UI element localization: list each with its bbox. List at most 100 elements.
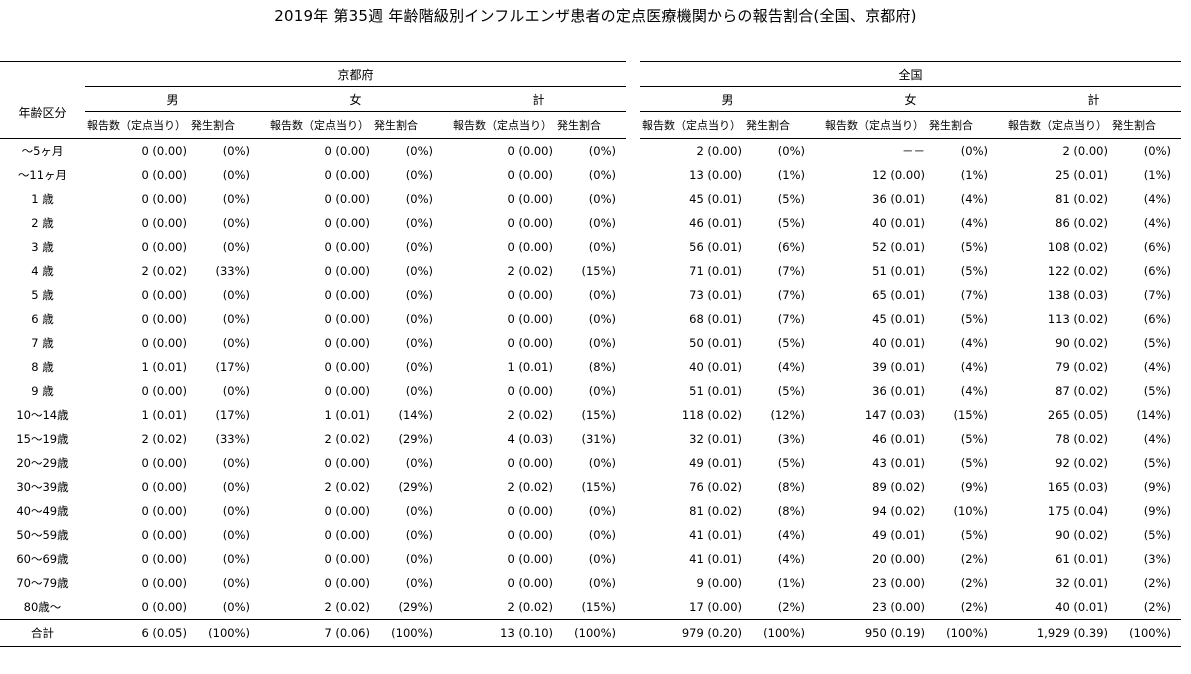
sex-header-national-female: 女: [823, 86, 998, 112]
report-count: 41 (0.01): [689, 552, 742, 566]
table-row: 60～69歳 0 (0.00) (0%) 0 (0.00) (0%) 0 (0.00) (0…: [0, 547, 1181, 571]
report-count-header: 報告数（定点当り）: [268, 111, 372, 139]
ratio: (100%): [555, 619, 626, 647]
ratio: (0%): [777, 144, 805, 158]
report-count: 0 (0.00): [507, 192, 553, 206]
report-count: 2 (0.02): [324, 432, 370, 446]
ratio: (0%): [222, 504, 250, 518]
ratio: (12%): [770, 408, 805, 422]
report-count: 2 (0.00): [1062, 144, 1108, 158]
ratio: (0%): [222, 336, 250, 350]
report-count: 40 (0.01): [1055, 600, 1108, 614]
ratio: (0%): [405, 288, 433, 302]
ratio-header: 発生割合: [372, 111, 443, 139]
report-count: 0 (0.00): [324, 288, 370, 302]
table-row: 50～59歳 0 (0.00) (0%) 0 (0.00) (0%) 0 (0.00) (0…: [0, 523, 1181, 547]
ratio: (4%): [1143, 216, 1171, 230]
report-count: 0 (0.00): [324, 240, 370, 254]
age-label: 30～39歳: [16, 480, 69, 494]
age-label: 7 歳: [31, 336, 54, 350]
ratio: (4%): [960, 384, 988, 398]
ratio: (4%): [960, 360, 988, 374]
report-count: 65 (0.01): [872, 288, 925, 302]
report-count: 13 (0.10): [451, 619, 555, 647]
report-count: 2 (0.00): [696, 144, 742, 158]
report-count: 32 (0.01): [689, 432, 742, 446]
table-row: 9 歳 0 (0.00) (0%) 0 (0.00) (0%) 0 (0.00) (0%) 5…: [0, 379, 1181, 403]
ratio-header: 発生割合: [744, 111, 815, 139]
report-count: 0 (0.00): [324, 192, 370, 206]
ratio: (8%): [777, 504, 805, 518]
report-count: 43 (0.01): [872, 456, 925, 470]
report-count: 0 (0.00): [507, 312, 553, 326]
age-label: 20～29歳: [16, 456, 69, 470]
ratio: (0%): [405, 552, 433, 566]
report-count: 49 (0.01): [689, 456, 742, 470]
ratio: (33%): [215, 264, 250, 278]
ratio: (0%): [222, 528, 250, 542]
ratio: (0%): [588, 216, 616, 230]
report-count: 78 (0.02): [1055, 432, 1108, 446]
ratio: (15%): [581, 408, 616, 422]
report-count: 52 (0.01): [872, 240, 925, 254]
report-count: 0 (0.00): [141, 336, 187, 350]
report-count: 0 (0.00): [141, 504, 187, 518]
ratio: (0%): [588, 168, 616, 182]
table-row: ～11ヶ月 0 (0.00) (0%) 0 (0.00) (0%) 0 (0.00) (0%…: [0, 163, 1181, 187]
ratio: (4%): [1143, 192, 1171, 206]
report-count: 40 (0.01): [872, 336, 925, 350]
ratio: (8%): [777, 480, 805, 494]
report-count: 46 (0.01): [689, 216, 742, 230]
report-count: 0 (0.00): [141, 576, 187, 590]
ratio: (0%): [222, 480, 250, 494]
report-count: 0 (0.00): [507, 336, 553, 350]
ratio: (4%): [777, 528, 805, 542]
ratio: (3%): [1143, 552, 1171, 566]
age-column-header: 年齢区分: [0, 86, 85, 139]
ratio: (2%): [960, 552, 988, 566]
report-count: 0 (0.00): [141, 528, 187, 542]
report-count: 45 (0.01): [689, 192, 742, 206]
age-label: 1 歳: [31, 192, 54, 206]
ratio: (5%): [1143, 336, 1171, 350]
report-count: 81 (0.02): [1055, 192, 1108, 206]
age-label: 6 歳: [31, 312, 54, 326]
ratio: (4%): [777, 360, 805, 374]
ratio: (2%): [1143, 600, 1171, 614]
report-count: 45 (0.01): [872, 312, 925, 326]
report-count: 0 (0.00): [507, 144, 553, 158]
ratio: (2%): [960, 576, 988, 590]
ratio: (2%): [1143, 576, 1171, 590]
report-count: 0 (0.00): [324, 552, 370, 566]
report-count: 73 (0.01): [689, 288, 742, 302]
ratio: (0%): [222, 384, 250, 398]
sex-header-kyoto-female: 女: [268, 86, 443, 112]
ratio: (5%): [777, 192, 805, 206]
ratio: (0%): [222, 576, 250, 590]
report-count-header: 報告数（定点当り）: [1006, 111, 1110, 139]
report-count: 118 (0.02): [681, 408, 742, 422]
report-count: 79 (0.02): [1055, 360, 1108, 374]
ratio: (4%): [777, 552, 805, 566]
report-count: 1 (0.01): [141, 408, 187, 422]
report-count: 32 (0.01): [1055, 576, 1108, 590]
report-count: 950 (0.19): [823, 619, 927, 647]
report-count: 2 (0.02): [507, 408, 553, 422]
report-count: 0 (0.00): [324, 216, 370, 230]
ratio: (100%): [1110, 619, 1181, 647]
ratio: (0%): [222, 144, 250, 158]
ratio: (0%): [588, 576, 616, 590]
ratio: (0%): [222, 192, 250, 206]
ratio: (1%): [777, 168, 805, 182]
ratio: (5%): [960, 240, 988, 254]
ratio: (6%): [1143, 264, 1171, 278]
ratio: (29%): [398, 600, 433, 614]
ratio: (0%): [960, 144, 988, 158]
ratio: (5%): [777, 336, 805, 350]
report-count: 0 (0.00): [141, 144, 187, 158]
influenza-report-table: 京都府 全国 年齢区分男女計男女計報告数（定点当り） 発生割合 報告数（定点当り） 発生割…: [0, 61, 1181, 647]
ratio: (9%): [1143, 480, 1171, 494]
report-count: 56 (0.01): [689, 240, 742, 254]
report-count: 76 (0.02): [689, 480, 742, 494]
table-row: 10～14歳 1 (0.01) (17%) 1 (0.01) (14%) 2 (0.02)…: [0, 403, 1181, 427]
